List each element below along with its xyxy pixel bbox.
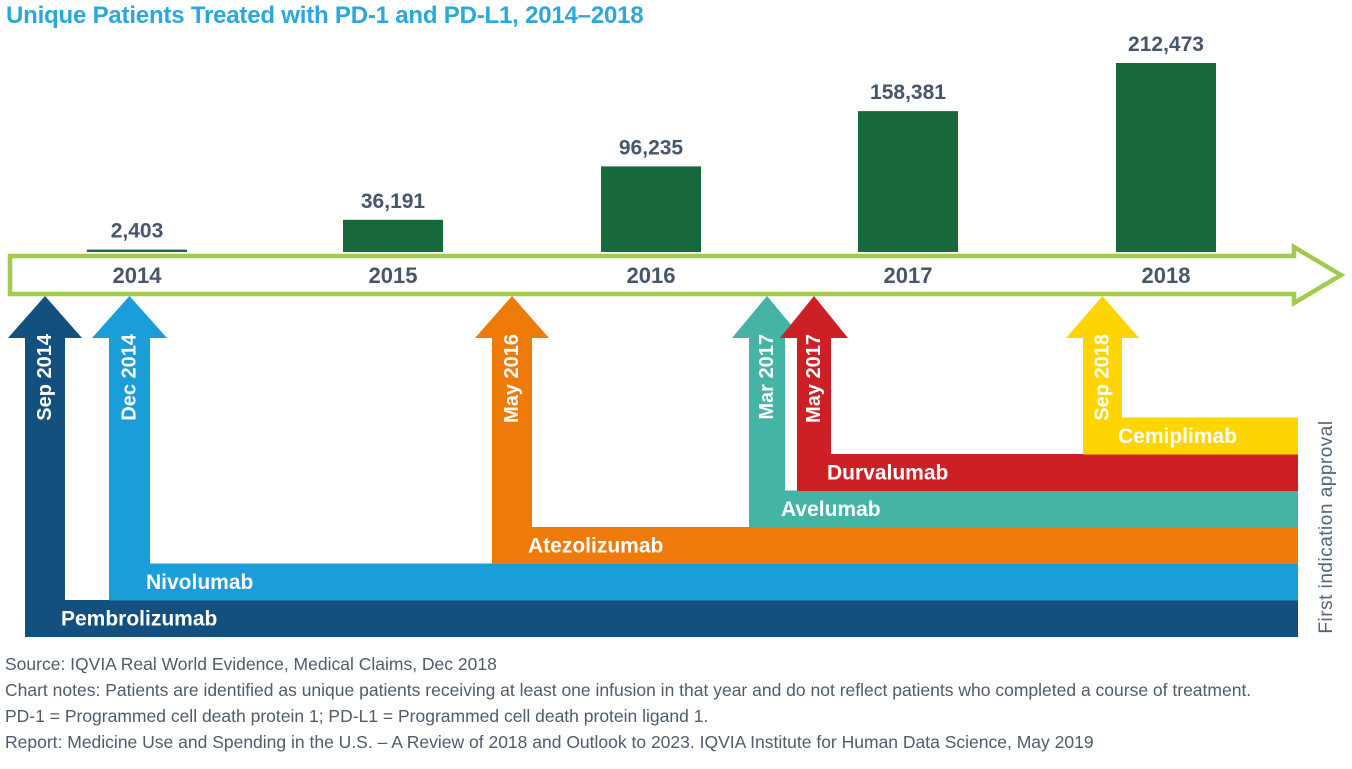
approval-arrowhead-nivolumab — [92, 296, 167, 338]
footnote-source: Source: IQVIA Real World Evidence, Medic… — [5, 654, 497, 674]
approval-arrowhead-durvalumab — [780, 296, 848, 338]
bar-2014 — [87, 249, 187, 252]
approval-drug-label-cemiplimab: Cemiplimab — [1118, 425, 1237, 448]
approval-drug-label-avelumab: Avelumab — [781, 498, 881, 521]
bar-2018 — [1116, 63, 1216, 252]
bar-value-2018: 212,473 — [1128, 33, 1204, 56]
approval-stem-avelumab — [749, 334, 785, 492]
approval-date-nivolumab: Dec 2014 — [119, 333, 141, 421]
approval-arrowhead-pembrolizumab — [8, 296, 82, 338]
right-axis-label: First indication approval — [1316, 420, 1337, 633]
page-title: Unique Patients Treated with PD-1 and PD… — [6, 2, 644, 29]
approval-drug-label-pembrolizumab: Pembrolizumab — [61, 608, 217, 631]
approval-band-cemiplimab — [1083, 417, 1298, 455]
bar-value-2017: 158,381 — [870, 81, 946, 104]
approval-stem-atezolizumab — [492, 334, 532, 528]
approval-date-pembrolizumab: Sep 2014 — [34, 333, 56, 421]
approval-band-durvalumab — [797, 454, 1298, 491]
approval-band-avelumab — [749, 490, 1298, 528]
approval-date-avelumab: Mar 2017 — [756, 334, 778, 420]
approval-band-pembrolizumab — [25, 600, 1298, 637]
year-label-2014: 2014 — [113, 263, 163, 288]
approval-stem-nivolumab — [109, 334, 150, 565]
timeline-axis-arrow — [7, 243, 1346, 307]
approval-date-durvalumab: May 2017 — [803, 334, 825, 423]
approval-date-cemiplimab: Sep 2018 — [1092, 334, 1114, 421]
footnote-report: Report: Medicine Use and Spending in the… — [5, 732, 1094, 752]
approval-band-atezolizumab — [492, 527, 1298, 564]
approval-arrowhead-atezolizumab — [475, 296, 549, 338]
approval-drug-label-atezolizumab: Atezolizumab — [528, 535, 663, 558]
bar-2017 — [858, 111, 958, 252]
approval-band-nivolumab — [109, 563, 1298, 601]
chart-footnotes: Source: IQVIA Real World Evidence, Medic… — [5, 651, 1251, 755]
year-label-2017: 2017 — [884, 263, 933, 288]
footnote-definitions: PD-1 = Programmed cell death protein 1; … — [5, 706, 709, 726]
approval-arrowhead-avelumab — [732, 296, 802, 338]
bar-value-2016: 96,235 — [619, 136, 684, 159]
year-label-2016: 2016 — [627, 263, 676, 288]
approval-stem-pembrolizumab — [25, 334, 65, 601]
approval-drug-label-durvalumab: Durvalumab — [827, 462, 948, 485]
bar-value-2014: 2,403 — [111, 220, 164, 243]
approval-arrowhead-cemiplimab — [1066, 296, 1139, 338]
approval-date-atezolizumab: May 2016 — [501, 334, 523, 423]
bar-value-2015: 36,191 — [361, 190, 426, 213]
footnote-chart-notes: Chart notes: Patients are identified as … — [5, 680, 1252, 700]
year-label-2018: 2018 — [1142, 263, 1191, 288]
chart-canvas: 2014 2015 2016 2017 2018 2,403 36,191 96,235 158… — [7, 33, 1346, 637]
year-label-2015: 2015 — [369, 263, 418, 288]
approval-drug-label-nivolumab: Nivolumab — [146, 571, 253, 594]
approval-stem-durvalumab — [797, 334, 831, 455]
bar-2016 — [601, 166, 701, 252]
bar-2015 — [343, 219, 443, 252]
approval-stem-cemiplimab — [1083, 334, 1122, 419]
